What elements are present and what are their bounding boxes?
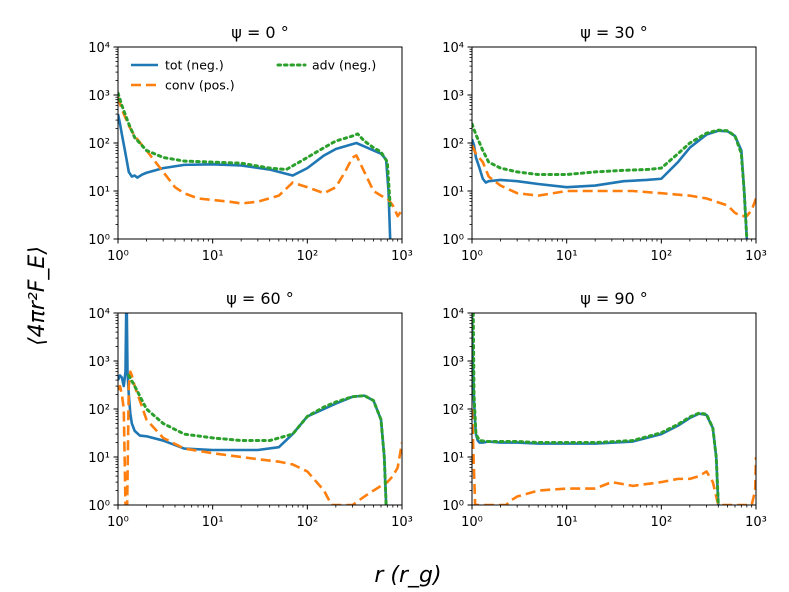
- legend-label-conv: conv (pos.): [165, 78, 235, 93]
- panel-title: ψ = 30 °: [580, 23, 648, 42]
- plot-frame: [471, 312, 757, 506]
- y-tick-label: 10²: [442, 137, 464, 152]
- series-line-adv: [118, 91, 392, 207]
- y-tick-label: 10¹: [88, 451, 110, 466]
- series-group: [472, 122, 756, 239]
- series-line-tot: [472, 129, 749, 239]
- x-tick-label: 10¹: [202, 515, 224, 530]
- y-tick-label: 10³: [88, 89, 110, 104]
- x-tick-label: 10¹: [202, 249, 224, 264]
- y-axis-label: ⟨4πr²F_E⟩: [25, 246, 50, 346]
- y-axis-label-text: ⟨4πr²F_E⟩: [25, 246, 50, 346]
- y-tick-label: 10⁰: [88, 499, 110, 514]
- y-tick-label: 10⁴: [88, 41, 110, 56]
- x-tick-label: 10²: [650, 515, 672, 530]
- y-tick-label: 10¹: [88, 185, 110, 200]
- series-line-conv: [118, 96, 402, 218]
- panels: ψ = 0 ° 10⁰ 10¹ 10² 10³ 10⁰ 10¹ 10² 10³ 10⁴ tot (n…: [88, 23, 767, 530]
- x-axis-label: r (r_g): [374, 563, 441, 588]
- x-tick-label: 10⁰: [461, 249, 483, 264]
- x-tick-label: 10²: [296, 249, 318, 264]
- y-tick-label: 10³: [442, 89, 464, 104]
- y-tick-label: 10⁰: [88, 233, 110, 248]
- x-tick-label: 10²: [296, 515, 318, 530]
- series-group: [472, 313, 756, 505]
- y-tick-label: 10⁰: [442, 233, 464, 248]
- series-line-tot: [118, 113, 392, 239]
- y-tick-label: 10⁴: [442, 41, 464, 56]
- series-line-conv: [472, 408, 756, 505]
- legend: tot (neg.) conv (pos.) adv (neg.): [131, 58, 376, 93]
- series-line-tot: [472, 313, 720, 505]
- series-line-adv: [472, 122, 749, 239]
- y-tick-label: 10²: [442, 403, 464, 418]
- y-tick-label: 10¹: [442, 451, 464, 466]
- panel-title: ψ = 0 °: [231, 23, 288, 42]
- panel-0: ψ = 0 ° 10⁰ 10¹ 10² 10³ 10⁰ 10¹ 10² 10³ 10⁴ tot (n…: [88, 23, 413, 264]
- y-tick-label: 10⁴: [88, 307, 110, 322]
- plot-frame: [471, 46, 757, 240]
- plot-frame: [117, 46, 403, 240]
- y-tick-label: 10⁴: [442, 307, 464, 322]
- y-tick-label: 10³: [442, 355, 464, 370]
- series-group: [118, 313, 402, 505]
- series-line-adv: [127, 373, 388, 505]
- series-line-adv: [472, 313, 720, 505]
- x-tick-label: 10¹: [556, 249, 578, 264]
- series-line-conv: [118, 370, 402, 505]
- y-tick-label: 10¹: [442, 185, 464, 200]
- x-tick-label: 10³: [391, 249, 413, 264]
- y-tick-label: 10²: [88, 403, 110, 418]
- y-tick-label: 10⁰: [442, 499, 464, 514]
- series-group: [118, 91, 402, 239]
- x-tick-label: 10²: [650, 249, 672, 264]
- y-tick-label: 10²: [88, 137, 110, 152]
- panel-3: ψ = 90 ° 10⁰ 10¹ 10² 10³ 10⁰ 10¹ 10² 10³ 10⁴: [442, 289, 767, 530]
- legend-label-tot: tot (neg.): [165, 58, 224, 73]
- panel-title: ψ = 60 °: [226, 289, 294, 308]
- x-axis-label-text: r (r_g): [374, 563, 441, 588]
- legend-label-adv: adv (neg.): [312, 58, 376, 73]
- panel-title: ψ = 90 °: [580, 289, 648, 308]
- x-tick-label: 10⁰: [107, 249, 129, 264]
- x-tick-label: 10⁰: [461, 515, 483, 530]
- series-line-conv: [472, 144, 756, 218]
- x-tick-label: 10³: [745, 249, 767, 264]
- panel-2: ψ = 60 ° 10⁰ 10¹ 10² 10³ 10⁰ 10¹ 10² 10³ 10⁴: [88, 289, 413, 530]
- series-line-tot: [118, 313, 388, 505]
- x-tick-label: 10³: [745, 515, 767, 530]
- plot-frame: [117, 312, 403, 506]
- panel-1: ψ = 30 ° 10⁰ 10¹ 10² 10³ 10⁰ 10¹ 10² 10³ 10⁴: [442, 23, 767, 264]
- y-tick-label: 10³: [88, 355, 110, 370]
- x-tick-label: 10¹: [556, 515, 578, 530]
- x-tick-label: 10³: [391, 515, 413, 530]
- x-tick-label: 10⁰: [107, 515, 129, 530]
